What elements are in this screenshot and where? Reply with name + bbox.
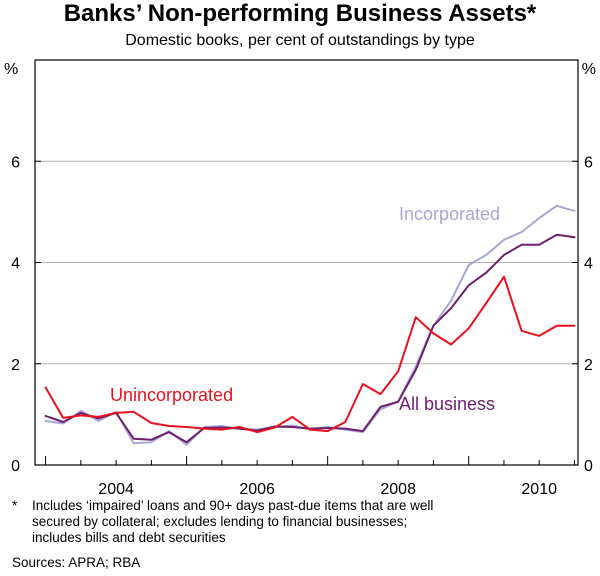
axes: 0 0 2 2 4 4 6 6% % 2004 2006 2008 2010 bbox=[4, 61, 596, 498]
chart-title: Banks’ Non-performing Business Assets* bbox=[63, 0, 537, 27]
y-tick-label-left: 0 bbox=[11, 458, 20, 475]
x-tick-label: 2006 bbox=[239, 481, 275, 498]
footnote: * Includes ‘impaired’ loans and 90+ days… bbox=[12, 498, 572, 546]
y-axis-unit-left: % bbox=[4, 61, 18, 78]
y-tick-label-left: 6 bbox=[11, 154, 20, 171]
y-axis-unit-right: % bbox=[582, 61, 596, 78]
x-tick-label: 2008 bbox=[380, 481, 416, 498]
series-label-unincorporated: Unincorporated bbox=[110, 385, 233, 405]
series-labels: Incorporated All business Unincorporated bbox=[110, 204, 500, 414]
x-tick-label: 2010 bbox=[521, 481, 557, 498]
chart-subtitle: Domestic books, per cent of outstandings… bbox=[125, 32, 475, 49]
series-line-unincorporated bbox=[44, 275, 576, 434]
series-label-incorporated: Incorporated bbox=[399, 204, 500, 224]
y-tick-label-right: 4 bbox=[584, 256, 593, 273]
y-tick-label-right: 2 bbox=[584, 357, 593, 374]
series-line-all-business bbox=[44, 233, 576, 444]
y-tick-label-right: 6 bbox=[584, 154, 593, 171]
series-line-incorporated bbox=[44, 204, 576, 446]
footnote-marker: * bbox=[12, 498, 18, 513]
series-label-all-business: All business bbox=[399, 394, 495, 414]
footnote-line: Includes ‘impaired’ loans and 90+ days p… bbox=[32, 498, 434, 513]
series bbox=[44, 204, 576, 446]
footnote-line: includes bills and debt securities bbox=[32, 530, 226, 545]
chart-plot: 0 0 2 2 4 4 6 6% % 2004 2006 2008 2010 Incorporated … bbox=[4, 59, 596, 498]
gridlines bbox=[35, 160, 578, 365]
sources: Sources: APRA; RBA bbox=[12, 555, 141, 570]
y-tick-label-left: 2 bbox=[11, 357, 20, 374]
footnote-line: secured by collateral; excludes lending … bbox=[32, 514, 408, 529]
y-tick-label-right: 0 bbox=[584, 458, 593, 475]
y-tick-label-left: 4 bbox=[11, 256, 20, 273]
x-tick-label: 2004 bbox=[98, 481, 134, 498]
